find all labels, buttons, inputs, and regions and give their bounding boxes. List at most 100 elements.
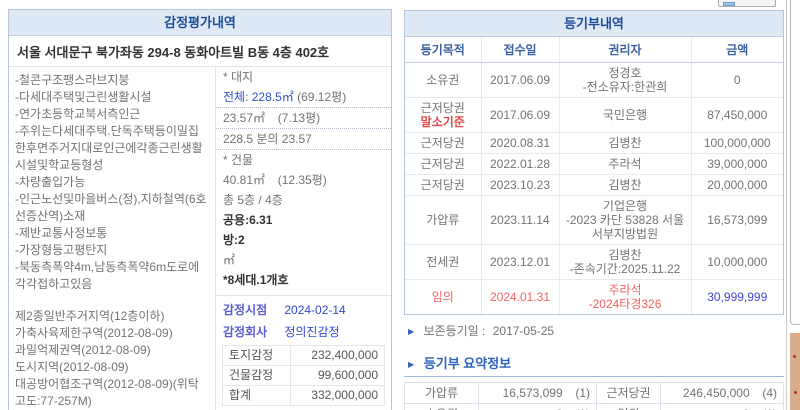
appraisal-company-row: 감정회사 정의진감정	[216, 321, 391, 343]
building-section-label: * 건물	[223, 153, 254, 167]
valuation-label: 건물감정	[222, 365, 291, 386]
summary-amount: 16,573,099	[502, 386, 563, 400]
date-cell: 2024.01.31	[480, 279, 559, 314]
holder-cell: 김병찬	[558, 174, 691, 196]
summary-amount: 246,450,000	[682, 386, 750, 400]
purpose-cell: 소유권	[405, 62, 481, 98]
amount-cell: 20,000,000	[690, 174, 783, 196]
holder-sub: -전소유자:한관희	[582, 80, 668, 94]
registry-row-auction: 임의 2024.01.31 주라석 -2024타경326 30,999,999	[405, 279, 783, 314]
bullet-arrow-icon: ▶	[408, 360, 415, 369]
zoning-line: 대공방어협조구역(2012-08-09)(위탁고도:77-257M)	[15, 377, 199, 408]
valuation-row: 건물감정 99,600,000	[222, 365, 386, 386]
purpose-cell: 전세권	[405, 244, 481, 280]
summary-count: (4)	[762, 386, 777, 400]
building-area: 40.81㎡	[223, 173, 266, 187]
land-total-pyeong: (69.12평)	[297, 90, 347, 104]
registry-panel-title: 등기부내역	[564, 16, 624, 31]
building-unit-mark: ㎡	[223, 253, 236, 267]
summary-label: 소유권	[404, 403, 479, 410]
valuation-row: 토지감정 232,400,000	[222, 345, 386, 366]
valuation-row: 합계 332,000,000	[222, 385, 386, 406]
holder-sub: -2023 카단 53828 서울서부지방법원	[565, 213, 685, 241]
zoning-line: 과밀억제권역(2012-08-09)	[15, 343, 151, 357]
appraisal-date-label: 감정시점	[223, 303, 268, 317]
zoning-line: 제2종일반주거지역(12층이하)	[15, 309, 165, 323]
col-purpose: 등기목적	[405, 37, 481, 63]
date-cell: 2022.01.28	[480, 153, 559, 175]
appraisal-date-row: 감정시점 2024-02-14	[216, 299, 391, 321]
date-cell: 2023.12.01	[480, 244, 559, 280]
detail-separator	[216, 295, 391, 296]
holder-name: 기업은행	[602, 199, 648, 213]
description-line: -주위는다세대주택.단독주택등이밀집한후면주거지대로인근에각종근린생활시설및학교…	[15, 124, 203, 172]
registry-row: 근저당권 말소기준 2017.06.09 국민은행 87,450,000	[405, 97, 783, 133]
holder-name: 주라석	[608, 283, 642, 297]
holder-cell: 주라석 -2024타경326	[558, 279, 691, 314]
col-holder: 권리자	[558, 37, 691, 63]
preservation-date-note: ▶ 보존등기일 : 2017-05-25	[404, 324, 784, 339]
registry-table: 등기목적 접수일 권리자 금액 소유권 2017.06.09 정경호 -전소유자…	[405, 37, 783, 314]
date-cell: 2020.08.31	[480, 132, 559, 154]
summary-label: 근저당권	[596, 382, 661, 404]
building-rooms: 방:2	[223, 233, 245, 247]
holder-cell: 국민은행	[558, 97, 691, 133]
page-divider	[786, 0, 787, 410]
purpose-cell: 근저당권	[405, 153, 481, 175]
valuation-value: 332,000,000	[289, 385, 386, 406]
registry-row: 전세권 2023.12.01 김병찬 -존속기간:2025.11.22 10,0…	[405, 244, 783, 280]
property-address: 서울 서대문구 북가좌동 294-8 동화아트빌 B동 4층 402호	[9, 36, 391, 67]
zoning-line: 가축사육제한구역(2012-08-09)	[15, 326, 173, 340]
preservation-row: 보존등기 2017-05-25	[216, 406, 391, 410]
holder-cell: 기업은행 -2023 카단 53828 서울서부지방법원	[558, 195, 691, 245]
registry-summary-heading: ▶ 등기부 요약정보	[404, 353, 784, 377]
bullet-arrow-icon: ▶	[408, 327, 415, 336]
registry-row: 근저당권 2020.08.31 김병찬 100,000,000	[405, 132, 783, 154]
summary-label: 임의	[596, 403, 661, 410]
appraisal-company-value: 정의진감정	[284, 325, 340, 339]
land-share-area: 23.57㎡	[223, 111, 266, 125]
building-floors: 총 5층 / 4층	[223, 193, 283, 207]
description-block: -철콘구조팽스라브지붕 -다세대주택및근린생활시설 -연가초등학교북서측인근 -…	[15, 72, 209, 293]
date-cell: 2023.10.23	[480, 174, 559, 196]
description-line: -연가초등학교북서측인근	[15, 107, 141, 121]
registry-row: 소유권 2017.06.09 정경호 -전소유자:한관희 0	[405, 62, 783, 98]
registry-row: 근저당권 2023.10.23 김병찬 20,000,000	[405, 174, 783, 196]
summary-amount: 0	[743, 407, 750, 410]
registry-summary-title: 등기부 요약정보	[423, 356, 512, 371]
summary-row: 가압류 16,573,099 (1) 근저당권 246,450,000 (4)	[404, 382, 784, 404]
holder-sub: -2024타경326	[588, 297, 662, 311]
registry-row: 가압류 2023.11.14 기업은행 -2023 카단 53828 서울서부지…	[405, 195, 783, 245]
appraisal-panel-header: 감정평가내역	[9, 10, 391, 36]
appraisal-company-label: 감정회사	[223, 325, 268, 339]
thumbnail-detail	[794, 391, 797, 394]
print-button-cutoff[interactable]	[718, 0, 776, 7]
land-ratio: 228.5 분의 23.57	[216, 129, 391, 150]
thumbnail-detail	[793, 355, 796, 358]
land-section-label: * 대지	[223, 70, 254, 84]
purpose-cell: 가압류	[405, 195, 481, 245]
summary-amount: 0	[556, 407, 563, 410]
building-area-pyeong: (12.35평)	[277, 173, 327, 187]
right-thumbnail-sliver	[790, 333, 800, 410]
printer-icon	[723, 2, 735, 6]
col-amount: 금액	[690, 37, 783, 63]
date-cell: 2017.06.09	[480, 62, 559, 98]
appraisal-panel: 감정평가내역 서울 서대문구 북가좌동 294-8 동화아트빌 B동 4층 40…	[8, 9, 392, 410]
description-column: -철콘구조팽스라브지붕 -다세대주택및근린생활시설 -연가초등학교북서측인근 -…	[9, 67, 216, 410]
valuation-label: 합계	[222, 385, 291, 406]
holder-name: 김병찬	[608, 248, 642, 262]
purpose-cell: 근저당권	[405, 174, 481, 196]
holder-name: 정경호	[608, 66, 642, 80]
summary-value: 246,450,000 (4)	[660, 382, 784, 404]
registry-panel: 등기부내역 등기목적 접수일 권리자 금액 소유권 2017.06.09	[404, 10, 784, 315]
appraisal-panel-title: 감정평가내역	[164, 15, 236, 30]
amount-cell: 30,999,999	[690, 279, 783, 314]
valuation-value: 232,400,000	[289, 345, 386, 366]
registry-panel-header: 등기부내역	[405, 11, 783, 37]
purpose-cell: 근저당권	[405, 132, 481, 154]
valuation-table: 토지감정 232,400,000 건물감정 99,600,000 합계 332,…	[222, 345, 386, 406]
description-line: -차량출입가능	[15, 175, 86, 189]
summary-row: 소유권 0 (1) 임의 0 (1)	[404, 403, 784, 410]
